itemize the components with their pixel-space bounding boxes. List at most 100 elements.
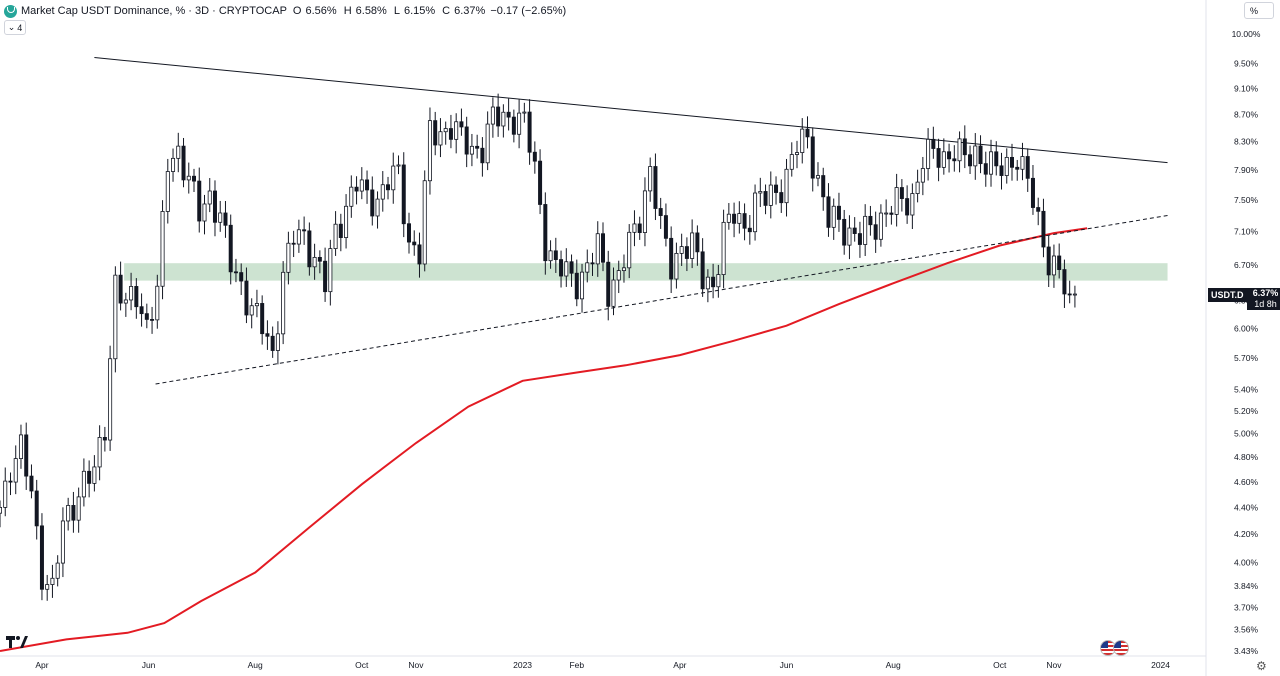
low-key: L [393,5,400,17]
candle-body [931,138,936,149]
candle-body [97,437,102,468]
candle-body [564,261,569,277]
y-tick-label: 7.50% [1234,195,1259,205]
candle-body [915,181,920,194]
candle-body [454,121,459,140]
price-countdown-box: 6.37% 1d 8h [1246,288,1280,310]
x-axis[interactable]: Apr Jun Aug Oct Nov 2023 Feb Apr Jun Aug Oct Nov 202… [0,655,1206,670]
tradingview-logo-icon[interactable] [6,636,28,648]
candle-body [249,305,254,316]
candle-body [894,187,899,215]
candle-body [941,151,946,168]
candle-body [700,251,705,290]
candle-body [517,112,522,135]
candle-body [522,111,527,114]
candle-body [768,184,773,206]
x-tick-label: Jun [780,660,794,670]
candle-body [679,246,684,254]
candle-body [532,151,537,162]
candle-body [826,196,831,228]
trendlines[interactable] [94,57,1168,385]
candle-body [475,145,480,149]
candle-body [134,286,139,308]
candle-body [34,490,39,527]
us-flag-icon[interactable] [1113,640,1129,656]
y-tick-label: 9.50% [1234,59,1259,69]
candle-body [1004,156,1009,176]
candle-body [1051,255,1056,276]
candle-body [836,205,841,220]
candle-body [737,213,742,224]
events-markers[interactable] [1100,640,1129,656]
candle-body [831,205,836,228]
candle-body [590,262,595,265]
close-key: C [442,5,451,17]
candle-body [0,506,3,514]
candle-body [448,128,453,140]
candle-body [878,212,883,240]
candle-body [968,154,973,167]
y-tick-label: 4.40% [1234,502,1259,512]
candle-body [842,218,847,246]
candle-body [899,187,904,199]
candle-body [469,145,474,155]
us-flag-icon[interactable] [1100,640,1116,656]
candle-body [412,241,417,246]
candle-body [155,285,160,321]
candle-body [1062,269,1067,295]
candle-body [973,145,978,167]
candle-body [747,227,752,233]
y-tick-label: 6.00% [1234,324,1259,334]
candle-body [501,111,506,127]
y-tick-label: 3.43% [1234,646,1259,656]
indicator-count: 4 [17,22,23,33]
candle-body [627,231,632,269]
candle-body [81,470,86,498]
support-zone-rect [124,263,1168,281]
open-key: O [292,5,302,17]
candle-body [936,148,941,168]
candle-body [260,303,265,335]
candle-body [108,358,113,441]
candle-body [763,191,768,206]
candle-body [732,213,737,224]
support-zone [124,263,1168,281]
falling-resistance-trendline [94,57,1168,164]
candle-body [873,224,878,240]
candle-body [1015,166,1020,170]
candle-body [1057,255,1062,270]
candle-body [312,256,317,268]
candle-body [989,151,994,175]
candle-body [910,193,915,216]
y-axis[interactable]: 10.00% 9.50% 9.10% 8.70% 8.30% 7.90% 7.50% 7.10… [1205,0,1261,676]
candle-body [254,303,259,307]
candle-body [186,175,191,181]
candle-body [784,168,789,204]
candle-body [139,306,144,315]
candle-body [39,525,44,590]
candle-body [962,138,967,156]
candle-body [233,271,238,274]
candle-body [102,437,107,441]
chevron-down-icon: ⌄ [7,22,16,32]
candle-body [160,211,165,287]
candle-body [92,466,97,484]
candle-body [302,229,307,232]
candle-body [868,215,873,226]
candle-body [726,213,731,223]
candle-body [580,271,585,300]
candle-body [800,128,805,153]
candle-body [527,111,532,153]
change-value: −0.17 (−2.65%) [490,5,567,17]
percent-scale-button[interactable]: % [1244,2,1274,19]
gear-icon[interactable]: ⚙ [1256,659,1267,673]
candle-body [821,175,826,198]
indicators-collapse-button[interactable]: ⌄ 4 [4,20,26,35]
tether-logo-icon [4,4,17,18]
candle-body [669,237,674,280]
candle-body [427,120,432,182]
y-tick-label: 8.70% [1234,109,1259,119]
candle-body [543,204,548,262]
candle-body [889,212,894,215]
